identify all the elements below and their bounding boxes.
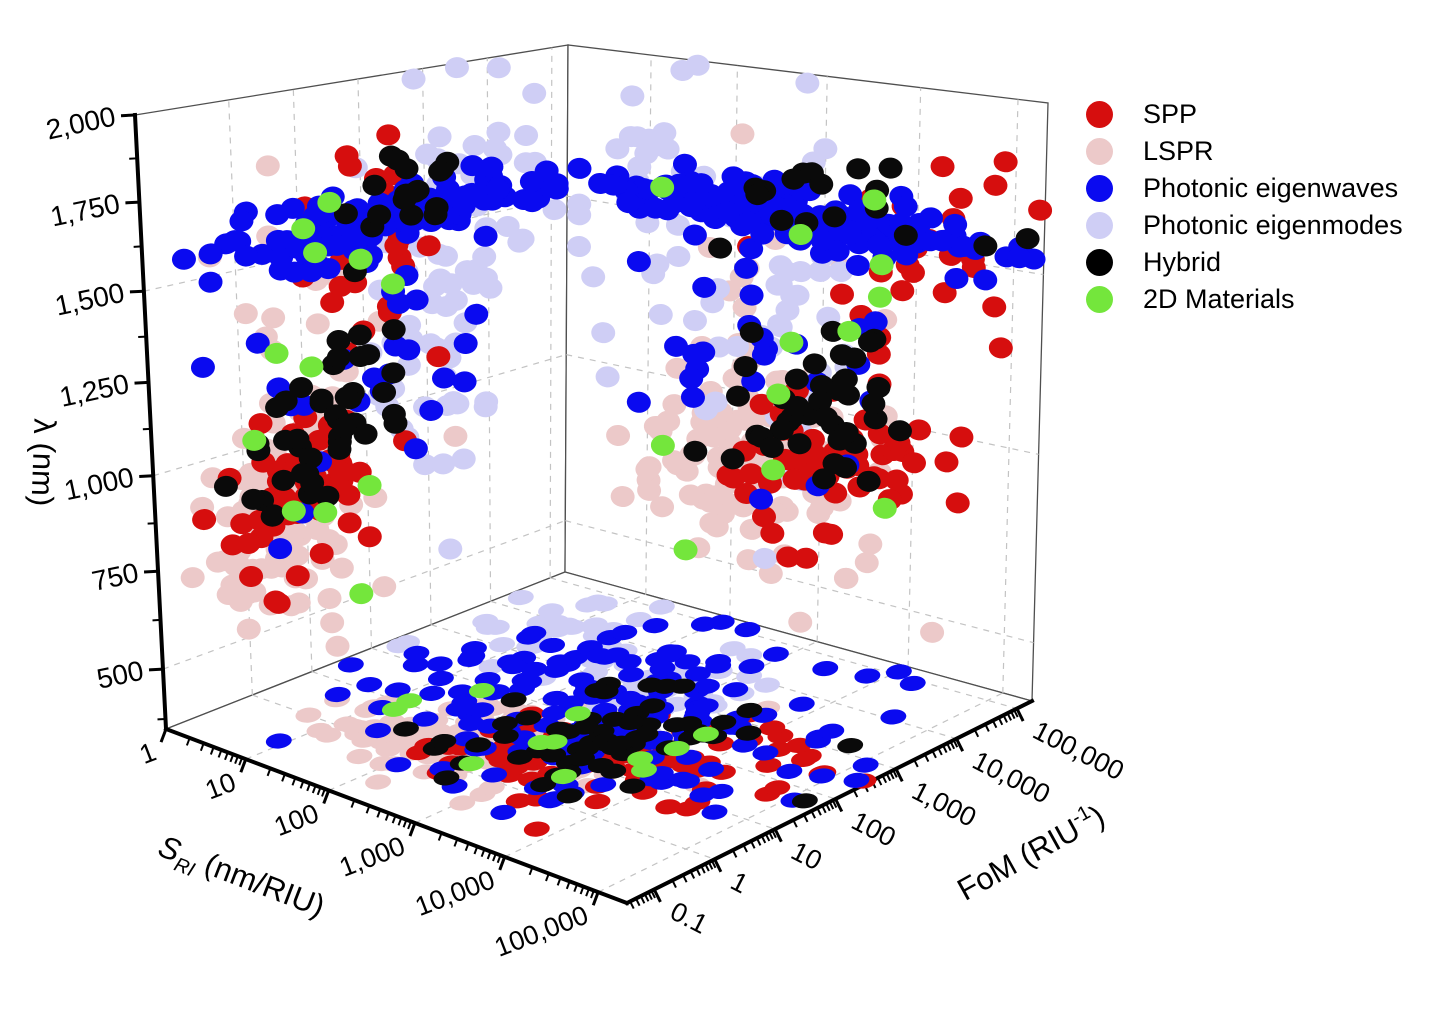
lambda-tick-label: 2,000: [43, 101, 118, 146]
legend-swatch-eigenwaves: [1086, 175, 1113, 202]
legend-item-label: Hybrid: [1143, 247, 1222, 277]
lambda-tick-label: 1,000: [61, 461, 136, 506]
lambda-tick-label: 1,750: [48, 188, 123, 233]
legend-swatch-hybrid: [1086, 249, 1113, 276]
lambda-tick-label: 500: [94, 655, 146, 695]
fom-tick-label: 100,000: [1028, 715, 1129, 786]
fom-tick-label: 10: [786, 836, 826, 876]
sri-tick-label: 10,000: [411, 864, 499, 922]
series-2d-materials: [242, 176, 897, 785]
lambda-tick-label: 750: [89, 557, 141, 597]
series-hybrid: [213, 145, 1040, 809]
legend-item: LSPR: [1086, 133, 1403, 170]
fom-tick-label: 1,000: [907, 775, 981, 832]
legend-item-label: LSPR: [1143, 136, 1214, 166]
lambda-axis: [132, 112, 169, 732]
legend-item-label: SPP: [1143, 99, 1198, 129]
legend-item: Photonic eigenmodes: [1086, 207, 1403, 244]
sri-tick-label: 1: [135, 737, 160, 770]
sri-axis-title: SRI (nm/RIU): [152, 828, 330, 929]
lambda-axis-title: λ (nm): [24, 418, 62, 507]
fom-tick-label: 0.1: [665, 896, 712, 940]
sri-tick-label: 100: [270, 798, 323, 842]
legend: SPP LSPR Photonic eigenwaves Photonic ei…: [1086, 96, 1403, 318]
fom-tick-label: 1: [726, 866, 753, 900]
sri-tick-label: 10: [201, 767, 240, 806]
legend-item: Photonic eigenwaves: [1086, 170, 1403, 207]
legend-item: 2D Materials: [1086, 281, 1403, 318]
legend-swatch-2d-materials: [1086, 286, 1113, 313]
lambda-tick-label: 1,500: [52, 277, 127, 322]
legend-swatch-eigenmodes: [1086, 212, 1113, 239]
legend-swatch-lspr: [1086, 138, 1113, 165]
fom-tick-label: 100: [847, 806, 901, 853]
sri-tick-label: 100,000: [490, 900, 592, 963]
legend-item: Hybrid: [1086, 244, 1403, 281]
fom-tick-label: 10,000: [968, 745, 1055, 809]
legend-swatch-spp: [1086, 101, 1113, 128]
legend-item-label: Photonic eigenwaves: [1143, 173, 1399, 203]
sri-tick-label: 1,000: [335, 831, 409, 883]
data-points: [171, 54, 1053, 837]
legend-item-label: 2D Materials: [1143, 284, 1295, 314]
legend-item: SPP: [1086, 96, 1403, 133]
lambda-tick-label: 1,250: [57, 368, 132, 413]
legend-item-label: Photonic eigenmodes: [1143, 210, 1403, 240]
